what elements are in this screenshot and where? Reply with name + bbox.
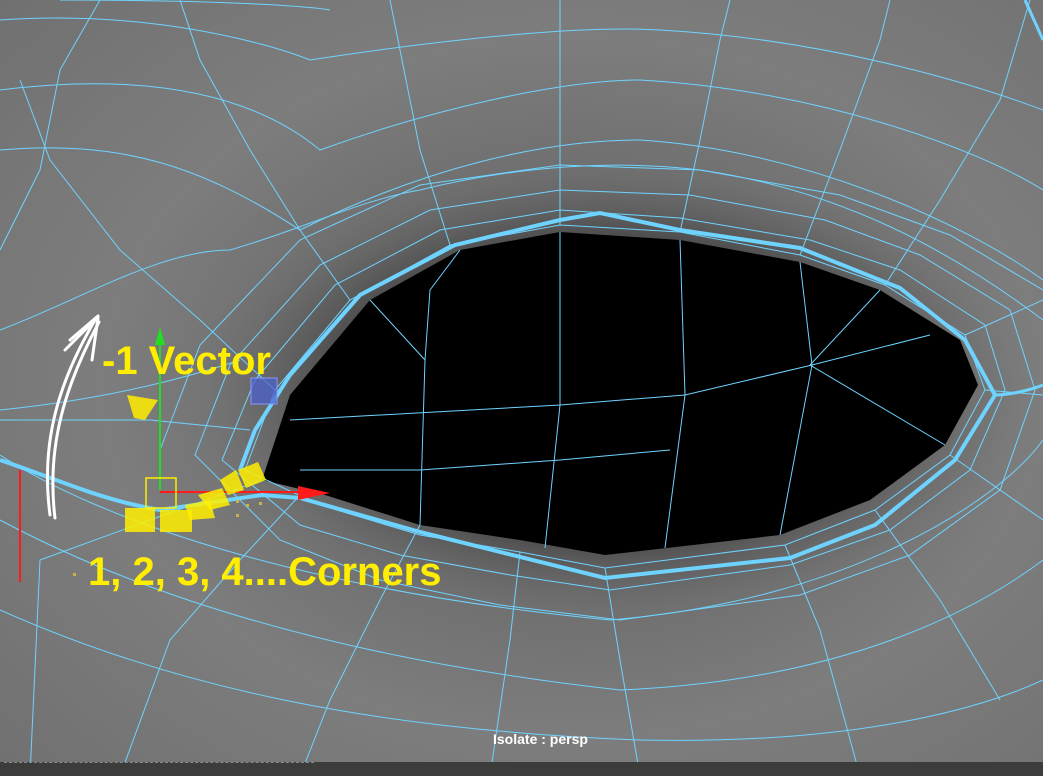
strip-divider [4, 762, 314, 766]
viewport-hud-label: Isolate : persp [493, 731, 588, 747]
bottom-status-strip [0, 762, 1043, 776]
corners-annotation: 1, 2, 3, 4....Corners [88, 549, 442, 595]
vector-annotation: -1 Vector [102, 338, 271, 384]
